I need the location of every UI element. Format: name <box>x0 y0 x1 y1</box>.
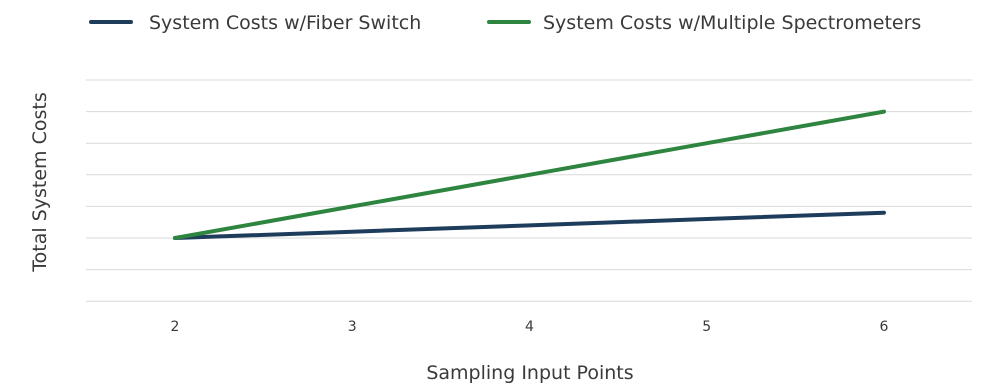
x-axis-title: Sampling Input Points <box>426 362 633 384</box>
x-tick-label: 3 <box>348 319 357 335</box>
y-axis-title: Total System Costs <box>29 92 51 272</box>
x-tick-label: 4 <box>525 319 534 335</box>
series-line-0 <box>173 210 886 240</box>
series-lines <box>173 109 886 240</box>
x-tick-label: 5 <box>702 319 711 335</box>
legend-label-fiber-switch: System Costs w/Fiber Switch <box>149 12 421 34</box>
x-axis-tick-labels: 2 3 4 5 6 <box>171 319 889 335</box>
legend: System Costs w/Fiber Switch System Costs… <box>89 12 921 34</box>
series-line-1 <box>173 109 886 240</box>
x-tick-label: 6 <box>880 319 889 335</box>
legend-label-multiple-spectrometers: System Costs w/Multiple Spectrometers <box>543 12 921 34</box>
gridlines <box>86 79 972 302</box>
x-tick-label: 2 <box>171 319 180 335</box>
